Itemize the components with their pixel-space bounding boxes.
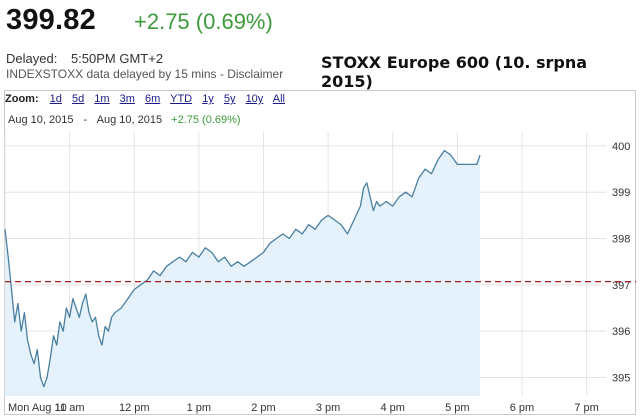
y-tick-label: 395 (612, 372, 630, 384)
price-area-fill (5, 150, 480, 396)
x-tick-label: 2 pm (251, 402, 275, 414)
y-tick-label: 399 (612, 187, 630, 199)
price-change: +2.75 (0.69%) (134, 9, 273, 34)
range-separator: - (83, 114, 88, 126)
date-range-bar: Aug 10, 2015 - Aug 10, 2015 +2.75 (0.69%… (8, 114, 241, 126)
range-start-date[interactable]: Aug 10, 2015 (8, 114, 74, 126)
delayed-time: 5:50PM GMT+2 (70, 51, 164, 66)
chart-caption: STOXX Europe 600 (10. srpna 2015) (321, 53, 588, 91)
zoom-3m-link[interactable]: 3m (119, 93, 135, 105)
y-tick-label: 400 (612, 141, 630, 153)
x-tick-label: 6 pm (510, 402, 534, 414)
zoom-10y-link[interactable]: 10y (245, 93, 264, 105)
zoom-1d-link[interactable]: 1d (49, 93, 62, 105)
zoom-1y-link[interactable]: 1y (202, 93, 214, 105)
y-tick-label: 396 (612, 326, 630, 338)
x-tick-label: 12 pm (119, 402, 150, 414)
zoom-bar: Zoom: 1d 5d 1m 3m 6m YTD 1y 5y 10y All (5, 93, 292, 105)
y-tick-label: 397 (612, 280, 630, 292)
zoom-all-link[interactable]: All (272, 93, 285, 105)
index-price: 399.82 (6, 4, 96, 36)
data-source-note: INDEXSTOXX data delayed by 15 mins - Dis… (6, 67, 284, 81)
x-tick-label: Mon Aug 10 (8, 402, 67, 414)
x-tick-label: 4 pm (381, 402, 405, 414)
zoom-5d-link[interactable]: 5d (71, 93, 85, 105)
price-line (4, 149, 481, 388)
y-tick-label: 398 (612, 234, 630, 246)
range-end-date[interactable]: Aug 10, 2015 (96, 114, 163, 126)
delayed-label: Delayed: (6, 51, 58, 66)
x-tick-label: 11 am (55, 402, 85, 414)
x-tick-label: 7 pm (574, 402, 598, 414)
range-change: +2.75 (0.69%) (171, 114, 241, 126)
x-tick-label: 5 pm (445, 402, 469, 414)
delayed-status: Delayed: 5:50PM GMT+2 (6, 51, 163, 66)
x-tick-label: 3 pm (316, 402, 340, 414)
zoom-ytd-link[interactable]: YTD (170, 93, 193, 105)
x-tick-label: 1 pm (187, 402, 211, 414)
zoom-6m-link[interactable]: 6m (144, 93, 161, 105)
zoom-1m-link[interactable]: 1m (94, 93, 110, 105)
zoom-label: Zoom: (5, 93, 39, 105)
zoom-5y-link[interactable]: 5y (223, 93, 236, 105)
